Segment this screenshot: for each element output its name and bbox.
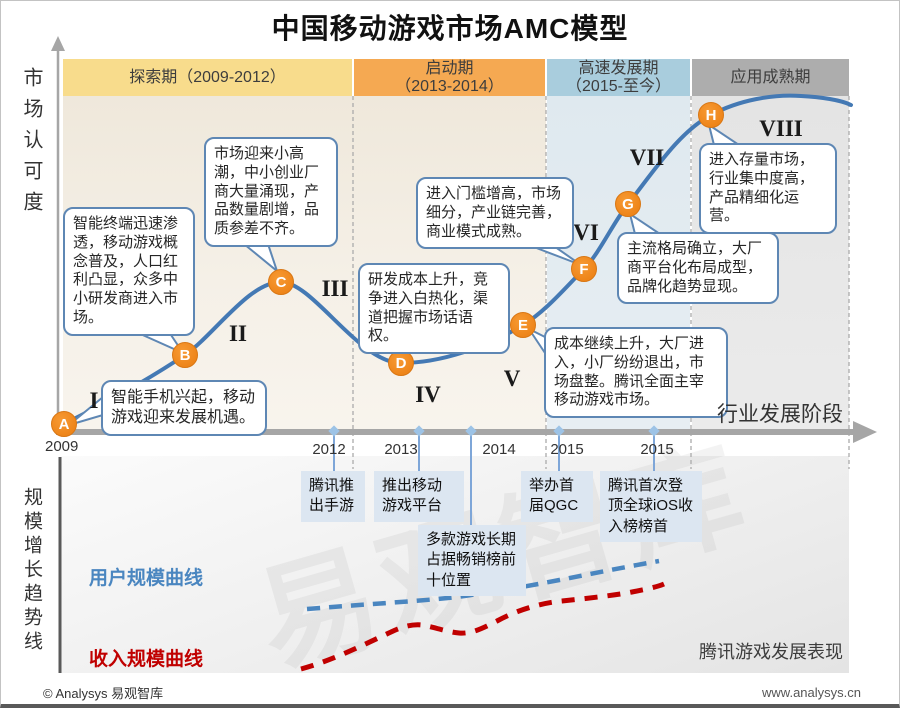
phase-label: 探索期（2009-2012） <box>129 68 286 86</box>
x-axis-arrow <box>853 421 877 443</box>
curve-point-a: A <box>51 411 77 437</box>
stage-numeral-5: V <box>503 366 521 391</box>
timeline-event-2014: 多款游戏长期占据畅销榜前十位置 <box>418 525 526 596</box>
timeline-event-2012: 腾讯推出手游 <box>301 471 365 522</box>
callout-point-h: 进入存量市场，行业集中度高，产品精细化运营。 <box>699 143 837 234</box>
callout-point-g: 主流格局确立，大厂商平台化布局成型，品牌化趋势显现。 <box>617 232 779 305</box>
curve-point-g: G <box>615 191 641 217</box>
stage-numeral-3: III <box>321 276 349 301</box>
curve-point-b: B <box>172 342 198 368</box>
callout-point-f: 进入门槛增高，市场细分，产业链完善，商业模式成熟。 <box>416 177 574 250</box>
x-axis-label: 行业发展阶段 <box>717 403 843 426</box>
y-axis-arrow <box>51 36 65 51</box>
legend-revenue-scale-curve: 收入规模曲线 <box>89 649 204 670</box>
stage-numeral-2: II <box>229 321 247 346</box>
phase-sublabel: （2013-2014） <box>395 77 504 95</box>
stage-numeral-7: VII <box>629 145 665 170</box>
curve-point-c: C <box>268 269 294 295</box>
callout-point-e: 成本继续上升，大厂进入，小厂纷纷退出，市场盘整。腾讯全面主宰移动游戏市场。 <box>544 327 728 418</box>
revenue-scale-curve <box>300 581 665 672</box>
x-axis-line <box>56 429 856 435</box>
page-title: 中国移动游戏市场AMC模型 <box>271 13 629 44</box>
phase-band-rapid-growth: 高速发展期 （2015-至今） <box>547 59 690 96</box>
stage-numeral-6: VI <box>573 220 599 245</box>
stage-numeral-8: VIII <box>759 116 803 141</box>
curve-point-d: D <box>388 350 414 376</box>
timeline-ticks <box>333 432 655 525</box>
timeline-event-2015-qgc: 举办首届QGC <box>521 471 593 522</box>
year-label-2015b: 2015 <box>640 441 674 458</box>
stage-numeral-4: IV <box>415 382 441 407</box>
callout-point-a: 智能手机兴起，移动游戏迎来发展机遇。 <box>101 380 267 436</box>
legend-user-scale-curve: 用户规模曲线 <box>89 568 204 589</box>
callout-point-c: 市场迎来小高潮，中小创业厂商大量涌现，产品数量剧增，品质参差不齐。 <box>204 137 338 247</box>
year-label-2014: 2014 <box>482 441 516 458</box>
curve-point-f: F <box>571 256 597 282</box>
callout-point-b: 智能终端迅速渗透，移动游戏概念普及，人口红利凸显，众多中小研发商进入市场。 <box>63 207 195 336</box>
timeline-tick-markers <box>328 425 660 437</box>
analysys-url-link[interactable]: www.analysys.cn <box>762 685 861 700</box>
phase-band-launch: 启动期 （2013-2014） <box>354 59 545 96</box>
phase-band-maturity: 应用成熟期 <box>692 59 849 96</box>
timeline-event-2013: 推出移动游戏平台 <box>374 471 464 522</box>
timeline-event-2015-ios: 腾讯首次登顶全球iOS收入榜榜首 <box>600 471 702 542</box>
phase-sublabel: （2015-至今） <box>566 77 671 95</box>
year-label-2015a: 2015 <box>550 441 584 458</box>
stage-numeral-1: I <box>89 388 99 413</box>
phase-label: 高速发展期 <box>578 59 659 77</box>
copyright-label: © Analysys 易观智库 <box>43 686 164 701</box>
origin-year-label: 2009 <box>45 438 79 455</box>
phase-label: 应用成熟期 <box>730 68 811 86</box>
panel-caption-tencent: 腾讯游戏发展表现 <box>699 642 843 662</box>
year-label-2013: 2013 <box>384 441 418 458</box>
phase-band-explore: 探索期（2009-2012） <box>63 59 352 96</box>
curve-point-h: H <box>698 102 724 128</box>
callout-point-d: 研发成本上升，竞争进入白热化，渠道把握市场话语权。 <box>358 263 510 354</box>
y-axis-label-scale-trend: 规模增长趋势线 <box>21 487 42 655</box>
curve-point-e: E <box>510 312 536 338</box>
year-label-2012: 2012 <box>312 441 346 458</box>
phase-label: 启动期 <box>425 59 474 77</box>
y-axis-label-market-recognition: 市场认可度 <box>20 67 42 222</box>
